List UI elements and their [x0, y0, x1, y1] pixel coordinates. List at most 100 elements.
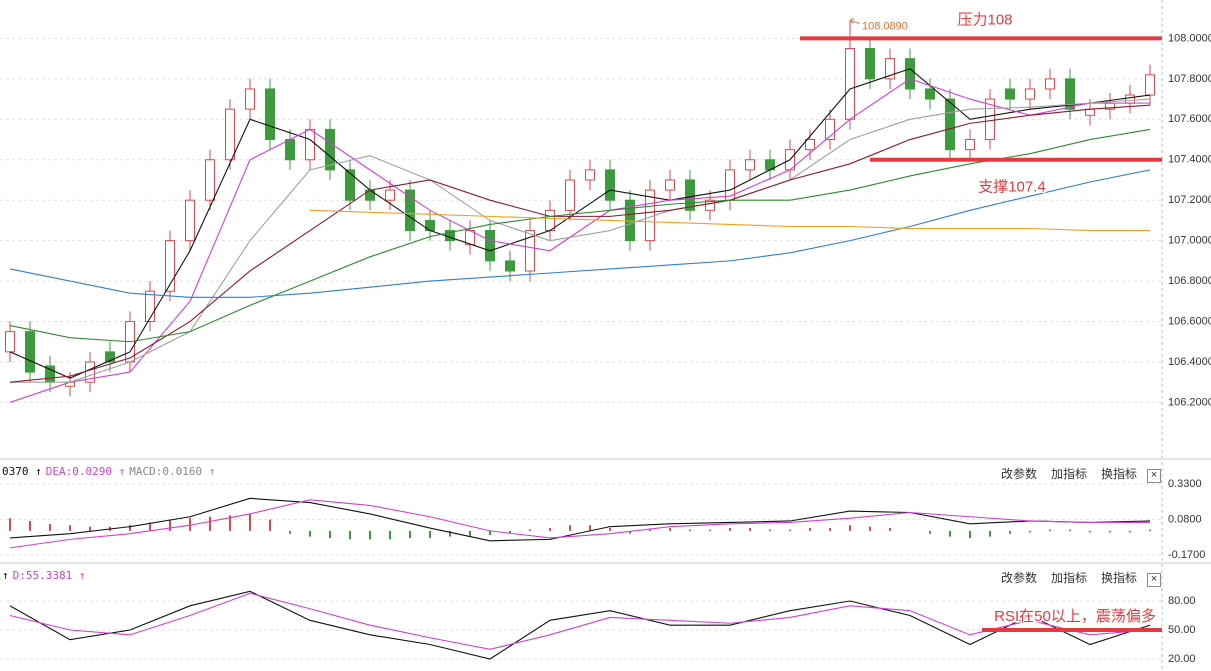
control-button[interactable]: 改参数 [1000, 571, 1037, 585]
y-tick-label: 107.2000 [1168, 194, 1211, 206]
control-button[interactable]: 加指标 [1050, 571, 1087, 585]
control-button[interactable]: 改参数 [1000, 467, 1037, 481]
close-button[interactable]: × [1147, 469, 1161, 483]
candle-body [585, 169, 595, 181]
macd-bar [69, 525, 71, 531]
candle-body [25, 331, 35, 373]
macd-bar [209, 516, 211, 531]
candle-body [965, 139, 975, 151]
macd-bar [549, 528, 551, 531]
macd-bar [749, 528, 751, 531]
macd-bar [689, 529, 691, 531]
candle-body [545, 209, 555, 232]
candle-body [905, 58, 915, 90]
indicator-controls: 改参数 加指标 换指标 × [987, 465, 1161, 483]
macd-bar [509, 530, 511, 534]
macd-bar [449, 530, 451, 537]
y-tick-label: 106.2000 [1168, 396, 1211, 408]
macd-bar [869, 526, 871, 531]
candle-body [845, 48, 855, 120]
y-tick-label: 107.4000 [1168, 154, 1211, 166]
macd-bar [269, 519, 271, 531]
candle-body [925, 88, 935, 100]
macd-bar [849, 525, 851, 531]
candle-body [665, 179, 675, 191]
candle-body [185, 199, 195, 242]
y-tick-label: 106.4000 [1168, 356, 1211, 368]
candle-body [745, 159, 755, 171]
macd-bar [649, 529, 651, 531]
macd-bar [769, 529, 771, 531]
candle-body [885, 58, 895, 80]
indicator-line [9, 499, 1150, 549]
candle-body [1065, 78, 1075, 110]
candle-body [385, 189, 395, 201]
candle-body [225, 108, 235, 161]
header-value: ↑ [2, 569, 9, 582]
macd-bar [669, 528, 671, 531]
level-label: 压力108 [957, 11, 1012, 28]
candle-body [485, 230, 495, 262]
indicator-line [9, 128, 1151, 343]
y-tick-label: 0.0800 [1168, 513, 1202, 525]
macd-bar [1149, 529, 1151, 531]
y-tick-label: 0.3300 [1168, 478, 1202, 490]
macd-bar [1129, 530, 1131, 533]
macd-bar [609, 528, 611, 531]
candle-body [985, 98, 995, 141]
macd-bar [889, 528, 891, 531]
macd-bar [809, 528, 811, 531]
macd-bar [569, 525, 571, 531]
control-button[interactable]: 换指标 [1100, 571, 1137, 585]
macd-bar [289, 530, 291, 534]
macd-bar [1109, 530, 1111, 533]
candle-body [1125, 94, 1135, 104]
macd-bar [969, 530, 971, 538]
y-tick-label: 50.00 [1168, 624, 1196, 636]
candle-body [145, 290, 155, 323]
macd-bar [89, 526, 91, 531]
candle-body [5, 331, 15, 353]
y-tick-label: 20.00 [1168, 653, 1196, 665]
macd-bar [729, 528, 731, 531]
indicator-header: 0370 ↑ DEA:0.0290 ↑ MACD:0.0160 ↑ [2, 465, 219, 478]
control-button[interactable]: 加指标 [1050, 467, 1087, 481]
control-button[interactable]: 换指标 [1100, 467, 1137, 481]
candle-body [525, 230, 535, 272]
macd-bar [469, 530, 471, 537]
level-label: RSI在50以上，震荡偏多 [994, 608, 1156, 625]
candle-body [705, 199, 715, 211]
close-button[interactable]: × [1147, 573, 1161, 587]
macd-bar [249, 513, 251, 531]
macd-bar [149, 522, 151, 531]
macd-bar [529, 529, 531, 531]
indicator-line [9, 78, 1150, 403]
y-tick-label: -0.1700 [1168, 549, 1205, 561]
macd-bar [929, 530, 931, 534]
macd-bar [49, 523, 51, 531]
macd-bar [29, 520, 31, 531]
candle-body [285, 139, 295, 161]
candle-body [1005, 88, 1015, 100]
indicator-controls: 改参数 加指标 换指标 × [987, 569, 1161, 587]
y-tick-label: 107.6000 [1168, 113, 1211, 125]
macd-bar [309, 530, 311, 537]
y-tick-label: 80.00 [1168, 595, 1196, 607]
macd-bar [949, 530, 951, 537]
y-tick-label: 108.0000 [1168, 32, 1211, 44]
y-tick-label: 106.8000 [1168, 275, 1211, 287]
indicator-line [9, 104, 1151, 383]
candle-body [605, 169, 615, 201]
macd-bar [1009, 530, 1011, 534]
candle-body [1145, 74, 1155, 96]
candle-body [165, 240, 175, 292]
high-arrow [849, 17, 861, 24]
candle-body [345, 169, 355, 201]
macd-bar [389, 530, 391, 540]
high-label: 108.0890 [862, 20, 908, 32]
candle-body [805, 139, 815, 151]
indicator-line [10, 98, 1151, 383]
candle-body [865, 48, 875, 80]
candle-body [245, 88, 255, 110]
